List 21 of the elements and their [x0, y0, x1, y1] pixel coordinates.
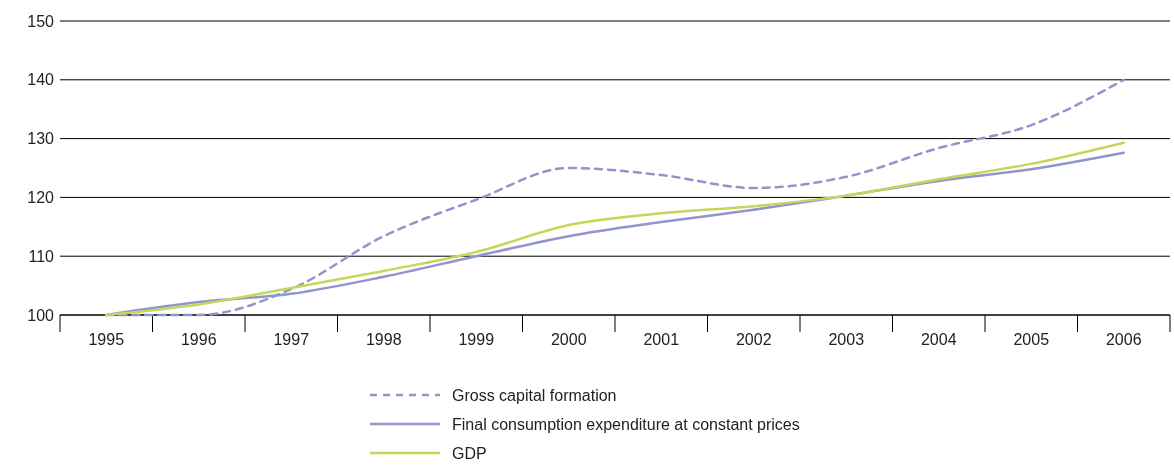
x-tick-label: 2002 — [735, 331, 772, 348]
x-tick-label: 1999 — [458, 331, 495, 348]
y-tick-label: 140 — [27, 71, 55, 89]
y-tick-label: 130 — [27, 130, 55, 148]
x-tick-label: 1997 — [273, 331, 310, 348]
legend-label: GDP — [452, 444, 487, 462]
legend-label: Gross capital formation — [452, 386, 617, 404]
x-tick-label: 2006 — [1105, 331, 1142, 348]
x-tick-label: 2003 — [828, 331, 865, 348]
y-tick-label: 120 — [27, 189, 55, 206]
y-tick-label: 150 — [27, 12, 55, 30]
x-tick-label: 1998 — [365, 331, 402, 348]
y-tick-label: 110 — [28, 247, 55, 265]
x-tick-label: 2001 — [643, 331, 680, 348]
x-tick-label: 2000 — [550, 331, 587, 348]
x-tick-label: 2004 — [920, 331, 957, 348]
x-tick-label: 2005 — [1013, 331, 1050, 348]
legend-label: Final consumption expenditure at constant prices — [452, 415, 800, 433]
y-tick-label: 100 — [27, 306, 55, 324]
x-tick-label: 1996 — [180, 331, 217, 348]
x-tick-label: 1995 — [88, 331, 125, 348]
